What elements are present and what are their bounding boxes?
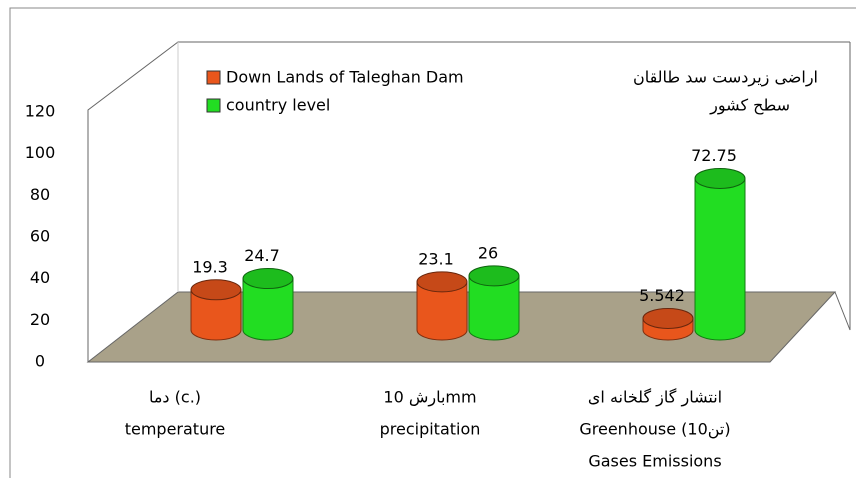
bar-top xyxy=(468,265,520,287)
y-tick-label: 80 xyxy=(30,185,50,204)
legend-swatch xyxy=(206,70,221,85)
legend-label-fa: سطح کشور xyxy=(709,96,790,116)
wall-edge xyxy=(87,41,850,362)
bar-top xyxy=(242,268,294,290)
y-tick-label: 60 xyxy=(30,227,50,246)
bar xyxy=(416,281,468,341)
x-tick-label: temperature xyxy=(125,420,226,439)
bar xyxy=(190,289,242,341)
y-tick-label: 40 xyxy=(30,268,50,287)
bar-top xyxy=(642,307,694,329)
legend-label-fa: اراضی زیردست سد طالقان xyxy=(633,68,818,88)
x-tick-label: precipitation xyxy=(380,420,481,439)
value-label: 72.75 xyxy=(691,146,737,165)
x-tick-label: بارش 10mm xyxy=(383,388,476,408)
bar-top xyxy=(190,279,242,301)
legend-label: country level xyxy=(226,96,330,115)
x-tick-label: انتشار گاز گلخانه ای xyxy=(588,388,722,408)
value-label: 5.542 xyxy=(639,286,685,305)
wall-edge xyxy=(834,42,851,331)
value-label: 23.1 xyxy=(418,249,454,268)
y-tick-label: 120 xyxy=(25,102,56,121)
x-tick-label: Greenhouse (10تن) xyxy=(579,420,730,440)
value-label: 24.7 xyxy=(244,246,280,265)
legend-label: Down Lands of Taleghan Dam xyxy=(226,68,464,87)
value-label: 19.3 xyxy=(192,257,228,276)
bar-top xyxy=(416,271,468,293)
bar xyxy=(694,177,746,341)
legend-swatch xyxy=(206,98,221,113)
value-label: 26 xyxy=(478,243,498,262)
y-tick-label: 0 xyxy=(35,352,45,371)
y-tick-label: 100 xyxy=(25,143,56,162)
bar-top xyxy=(694,167,746,189)
x-tick-label: Gases Emissions xyxy=(588,452,721,471)
bar xyxy=(468,275,520,341)
x-tick-label: دما (c.) xyxy=(149,388,201,407)
bar xyxy=(242,278,294,341)
y-tick-label: 20 xyxy=(30,310,50,329)
